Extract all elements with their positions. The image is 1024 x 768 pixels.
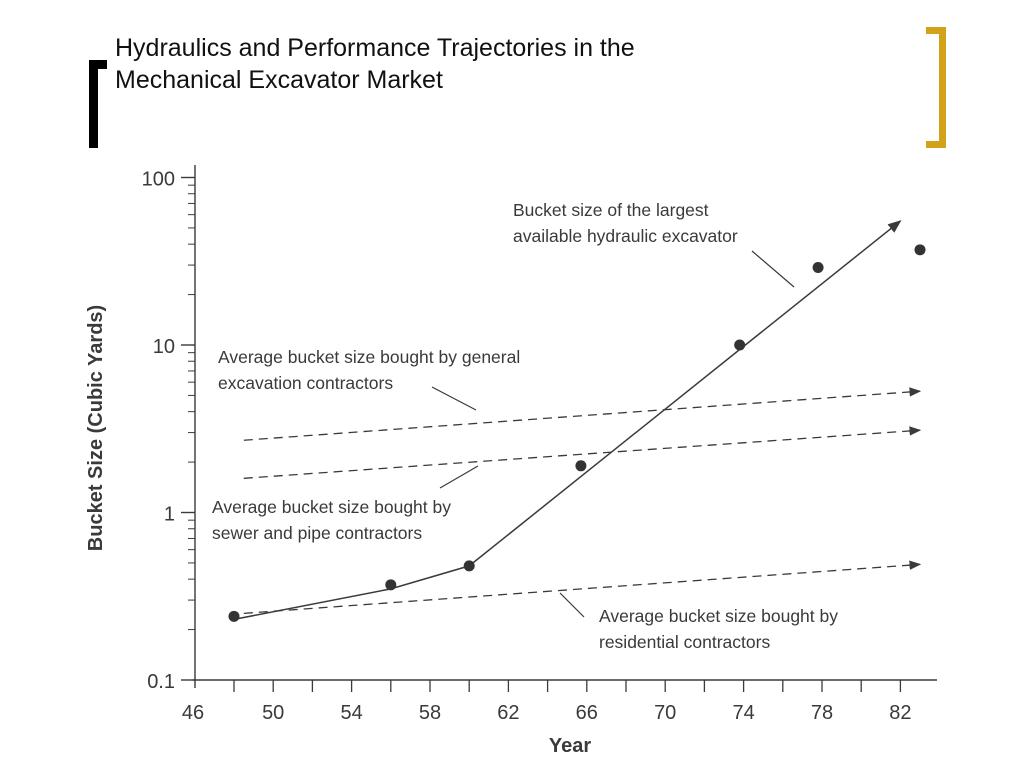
annotation-text: Average bucket size bought by — [212, 497, 451, 517]
annotation-text: Bucket size of the largest — [513, 200, 709, 220]
data-point — [575, 460, 587, 472]
slide-title: Hydraulics and Performance Trajectories … — [115, 32, 915, 96]
dashed-trend-line-2 — [243, 426, 922, 479]
y-tick-label: 0.1 — [147, 671, 175, 693]
x-tick-label: 70 — [654, 702, 676, 724]
annotation-text: Average bucket size bought by — [599, 606, 838, 626]
x-tick-label: 54 — [340, 702, 362, 724]
x-tick-label: 66 — [576, 702, 598, 724]
x-tick-label: 46 — [182, 702, 204, 724]
axes: 0.1 1 10 100 46 50 54 58 62 66 70 74 78 82 Year Bucket … — [85, 165, 937, 757]
annotation-text: Average bucket size bought by general — [218, 347, 520, 367]
annotation-leader — [439, 465, 479, 489]
y-axis-title: Bucket Size (Cubic Yards) — [85, 305, 107, 551]
data-point — [228, 610, 240, 622]
y-tick-label: 1 — [164, 504, 175, 526]
hydraulic-trajectory-line — [233, 220, 902, 621]
annotation-text: excavation contractors — [218, 373, 393, 393]
x-tick-label: 74 — [732, 702, 754, 724]
x-tick-label: 58 — [419, 702, 441, 724]
x-tick-label: 62 — [497, 702, 519, 724]
data-point — [385, 579, 397, 591]
data-point — [812, 262, 824, 274]
x-tick-label: 82 — [889, 702, 911, 724]
annotation-leader — [751, 250, 795, 288]
annotation-text: sewer and pipe contractors — [212, 523, 422, 543]
annotation-text: residential contractors — [599, 632, 770, 652]
annotations: Bucket size of the largest available hydr… — [212, 200, 838, 652]
data-point — [463, 560, 475, 572]
y-tick-label: 100 — [142, 169, 175, 191]
data-point — [914, 244, 926, 256]
x-axis-title: Year — [549, 735, 591, 757]
y-tick-label: 10 — [153, 336, 175, 358]
data-point — [734, 339, 746, 351]
x-tick-label: 78 — [811, 702, 833, 724]
right-bracket-decoration — [926, 27, 946, 148]
dashed-trend-line-3 — [243, 560, 922, 614]
dashed-trend-line-1 — [243, 387, 922, 441]
left-bracket-decoration — [89, 60, 107, 148]
x-tick-label: 50 — [262, 702, 284, 724]
slide-title-line-2: Mechanical Excavator Market — [115, 66, 443, 94]
slide-title-line-1: Hydraulics and Performance Trajectories … — [115, 34, 635, 62]
plot-area — [228, 220, 926, 622]
annotation-text: available hydraulic excavator — [513, 226, 738, 246]
annotation-leader — [559, 592, 585, 618]
annotation-leader — [431, 386, 477, 411]
